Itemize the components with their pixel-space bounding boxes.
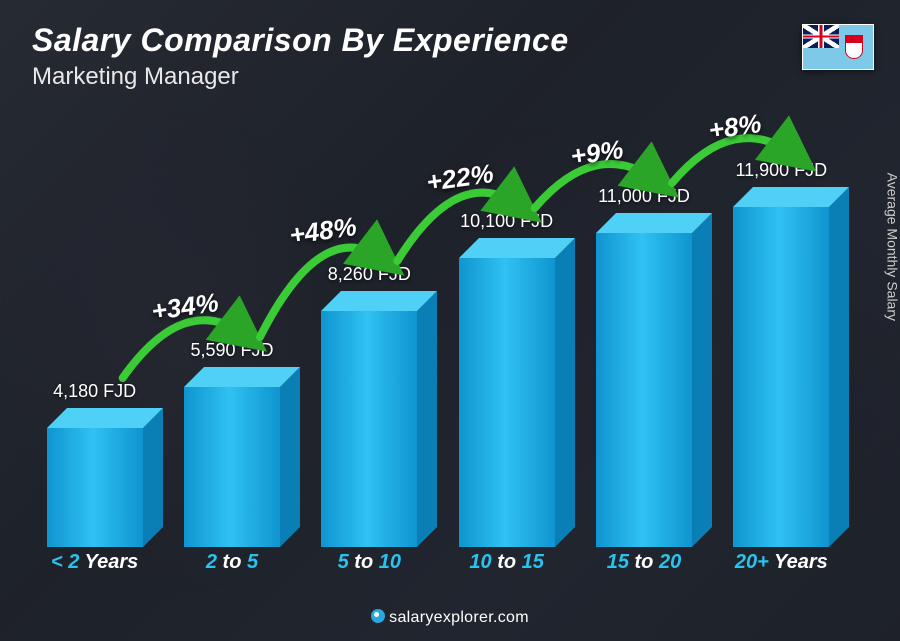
bar-slot: 10,100 FJD xyxy=(438,258,575,547)
bar-top xyxy=(459,238,575,258)
bar-side xyxy=(143,408,163,547)
bar-side xyxy=(692,213,712,547)
bar-front xyxy=(47,428,143,547)
flag-shield-icon xyxy=(845,35,863,59)
x-axis-labels: < 2 Years2 to 55 to 1010 to 1515 to 2020… xyxy=(26,551,850,581)
bar-value-label: 11,000 FJD xyxy=(564,186,724,207)
bar xyxy=(459,258,555,547)
footer: salaryexplorer.com xyxy=(0,608,900,627)
country-flag-icon xyxy=(802,24,874,70)
bar-top xyxy=(321,291,437,311)
x-axis-label: 10 to 15 xyxy=(438,551,575,581)
bar-front xyxy=(459,258,555,547)
bar xyxy=(321,311,417,547)
x-axis-label: 15 to 20 xyxy=(575,551,712,581)
bar-front xyxy=(733,207,829,547)
increase-pct-label: +8% xyxy=(706,108,763,146)
bar xyxy=(733,207,829,547)
bar-front xyxy=(184,387,280,547)
bar-side xyxy=(555,238,575,547)
x-axis-label: 2 to 5 xyxy=(163,551,300,581)
bar-side xyxy=(417,291,437,547)
bar-slot: 8,260 FJD xyxy=(301,311,438,547)
bar-value-label: 11,900 FJD xyxy=(701,160,861,181)
bar-front xyxy=(321,311,417,547)
chart-area: 4,180 FJD5,590 FJD8,260 FJD10,100 FJD11,… xyxy=(26,110,850,581)
bar-value-label: 8,260 FJD xyxy=(289,264,449,285)
bar xyxy=(596,233,692,547)
bar-slot: 5,590 FJD xyxy=(163,387,300,547)
x-axis-label: 20+ Years xyxy=(713,551,850,581)
x-axis-label: 5 to 10 xyxy=(301,551,438,581)
flag-union-jack xyxy=(803,25,839,48)
bar-value-label: 5,590 FJD xyxy=(152,340,312,361)
y-axis-label: Average Monthly Salary xyxy=(884,172,900,320)
bar-top xyxy=(47,408,163,428)
bar xyxy=(184,387,280,547)
bar-slot: 4,180 FJD xyxy=(26,428,163,547)
x-axis-label: < 2 Years xyxy=(26,551,163,581)
bar-top xyxy=(184,367,300,387)
chart-subtitle: Marketing Manager xyxy=(32,63,569,91)
bar-top xyxy=(733,187,849,207)
bar-value-label: 10,100 FJD xyxy=(427,211,587,232)
bar-front xyxy=(596,233,692,547)
bar-side xyxy=(280,367,300,547)
chart-title: Salary Comparison By Experience xyxy=(32,22,569,59)
bar xyxy=(47,428,143,547)
bar-value-label: 4,180 FJD xyxy=(15,381,175,402)
footer-text: salaryexplorer.com xyxy=(389,609,529,626)
bar-side xyxy=(829,187,849,547)
bar-top xyxy=(596,213,712,233)
bar-slot: 11,000 FJD xyxy=(575,233,712,547)
chart-canvas: Salary Comparison By Experience Marketin… xyxy=(0,0,900,641)
bar-slot: 11,900 FJD xyxy=(713,207,850,547)
logo-icon xyxy=(371,609,385,623)
bars-row: 4,180 FJD5,590 FJD8,260 FJD10,100 FJD11,… xyxy=(26,167,850,547)
title-block: Salary Comparison By Experience Marketin… xyxy=(32,22,569,91)
